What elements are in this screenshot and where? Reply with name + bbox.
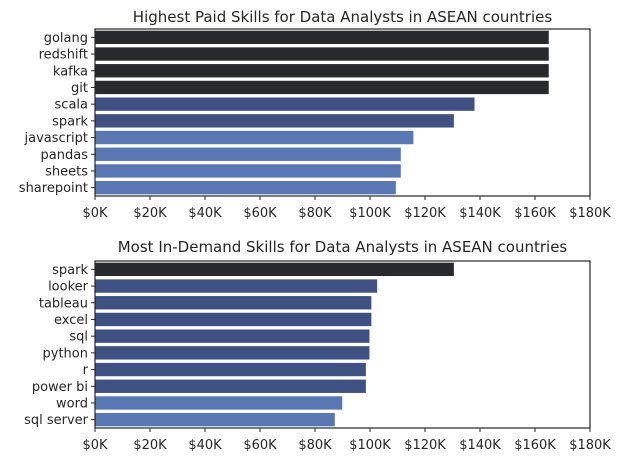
x-tick-label: $100K [349,438,391,453]
y-tick-label: r [83,363,89,378]
y-tick-label: tableau [39,296,88,311]
x-tick-label: $20K [133,438,167,453]
most-in-demand-chart: Most In-Demand Skills for Data Analysts … [24,238,611,453]
x-tick-label: $100K [349,206,391,221]
bar-sql-server [95,412,335,427]
x-tick-label: $60K [243,206,277,221]
x-tick-label: $180K [569,206,611,221]
x-tick-label: $140K [459,438,501,453]
y-tick-label: python [43,346,88,361]
bar-git [95,80,549,95]
y-tick-label: excel [54,313,88,328]
bar-spark [95,262,454,277]
bar-looker [95,279,378,293]
plot-frame [94,260,591,429]
y-tick-label: redshift [39,48,88,63]
chart-title: Most In-Demand Skills for Data Analysts … [118,238,568,256]
x-tick-label: $40K [188,206,222,221]
x-tick-label: $180K [569,438,611,453]
bar-r [95,362,366,377]
highest-paid-chart: Highest Paid Skills for Data Analysts in… [19,8,611,221]
y-tick-label: sharepoint [19,181,88,196]
x-tick-label: $120K [404,206,446,221]
y-tick-label: spark [52,263,88,278]
bar-scala [95,97,475,111]
y-tick-label: sql server [24,413,89,428]
y-tick-label: sheets [45,164,88,179]
plot-frame [94,28,591,197]
x-tick-label: $160K [514,438,556,453]
bar-power-bi [95,379,366,393]
x-tick-label: $60K [243,438,277,453]
y-tick-label: golang [44,31,88,46]
bar-pandas [95,147,401,161]
y-tick-label: sql [69,330,88,345]
bar-sheets [95,164,401,178]
bar-redshift [95,47,549,61]
y-tick-label: javascript [24,131,88,146]
x-tick-label: $0K [82,206,108,221]
bar-sharepoint [95,180,396,195]
x-tick-label: $140K [459,206,501,221]
x-tick-label: $80K [298,206,332,221]
bar-excel [95,312,372,327]
bar-javascript [95,130,414,145]
y-tick-label: pandas [41,148,89,163]
bar-golang [95,30,549,45]
bar-sql [95,329,370,343]
bar-word [95,396,343,410]
y-tick-label: spark [52,114,88,129]
y-tick-label: git [71,81,88,96]
y-tick-label: power bi [32,380,88,395]
x-tick-label: $160K [514,206,556,221]
x-tick-label: $80K [298,438,332,453]
chart-title: Highest Paid Skills for Data Analysts in… [133,8,553,26]
bar-python [95,346,370,360]
x-tick-label: $0K [82,438,108,453]
x-tick-label: $40K [188,438,222,453]
bar-tableau [95,296,372,310]
y-tick-label: kafka [53,64,88,79]
y-tick-label: scala [55,98,88,113]
bar-spark [95,114,454,128]
y-tick-label: looker [48,280,89,295]
bar-kafka [95,64,549,78]
x-tick-label: $120K [404,438,446,453]
x-tick-label: $20K [133,206,167,221]
y-tick-label: word [56,396,88,411]
